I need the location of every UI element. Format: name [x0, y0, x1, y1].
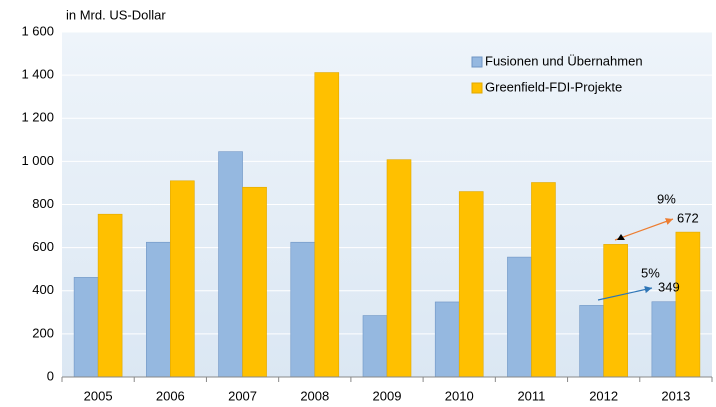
y-axis-label: in Mrd. US-Dollar	[66, 7, 166, 22]
bar	[579, 305, 604, 378]
bar	[218, 151, 243, 378]
x-tick-label: 2013	[661, 388, 690, 403]
bar	[675, 231, 701, 378]
bar	[242, 186, 267, 378]
y-tick-label: 0	[47, 368, 54, 383]
y-tick-label: 600	[32, 239, 54, 254]
x-tick-label: 2009	[373, 388, 402, 403]
arrow	[597, 286, 653, 301]
arrow	[614, 218, 674, 241]
annotation: 5%	[641, 265, 660, 280]
y-tick-label: 200	[32, 325, 54, 340]
bar	[146, 241, 171, 378]
marker	[617, 234, 625, 240]
bar	[434, 301, 460, 378]
bar	[362, 315, 388, 378]
bar	[97, 213, 123, 378]
legend-swatch	[471, 56, 483, 68]
annotation: 9%	[657, 191, 676, 206]
legend-label: Fusionen und Übernahmen	[485, 53, 643, 68]
x-tick-label: 2012	[589, 388, 618, 403]
bar	[73, 277, 99, 378]
y-tick-label: 800	[32, 196, 54, 211]
bar	[531, 182, 556, 378]
y-tick-label: 1 600	[21, 23, 54, 38]
y-tick-label: 1 400	[21, 67, 54, 82]
legend-label: Greenfield-FDI-Projekte	[485, 79, 622, 94]
legend-swatch	[471, 82, 483, 94]
bar	[651, 301, 677, 378]
x-tick-label: 2007	[228, 388, 257, 403]
bar	[507, 256, 532, 378]
x-tick-label: 2011	[517, 388, 545, 403]
x-tick-label: 2005	[84, 388, 113, 403]
y-tick-label: 400	[32, 282, 54, 297]
bar	[170, 180, 195, 378]
data-label: 672	[677, 210, 699, 225]
x-tick-label: 2008	[300, 388, 329, 403]
bar	[314, 72, 340, 378]
x-tick-label: 2006	[156, 388, 185, 403]
data-label: 349	[658, 279, 680, 294]
y-tick-label: 1 200	[21, 110, 54, 125]
bar	[603, 244, 628, 378]
bar	[386, 159, 412, 378]
x-tick-label: 2010	[445, 388, 474, 403]
bar	[290, 241, 316, 378]
y-tick-label: 1 000	[21, 153, 54, 168]
bar	[458, 191, 484, 378]
